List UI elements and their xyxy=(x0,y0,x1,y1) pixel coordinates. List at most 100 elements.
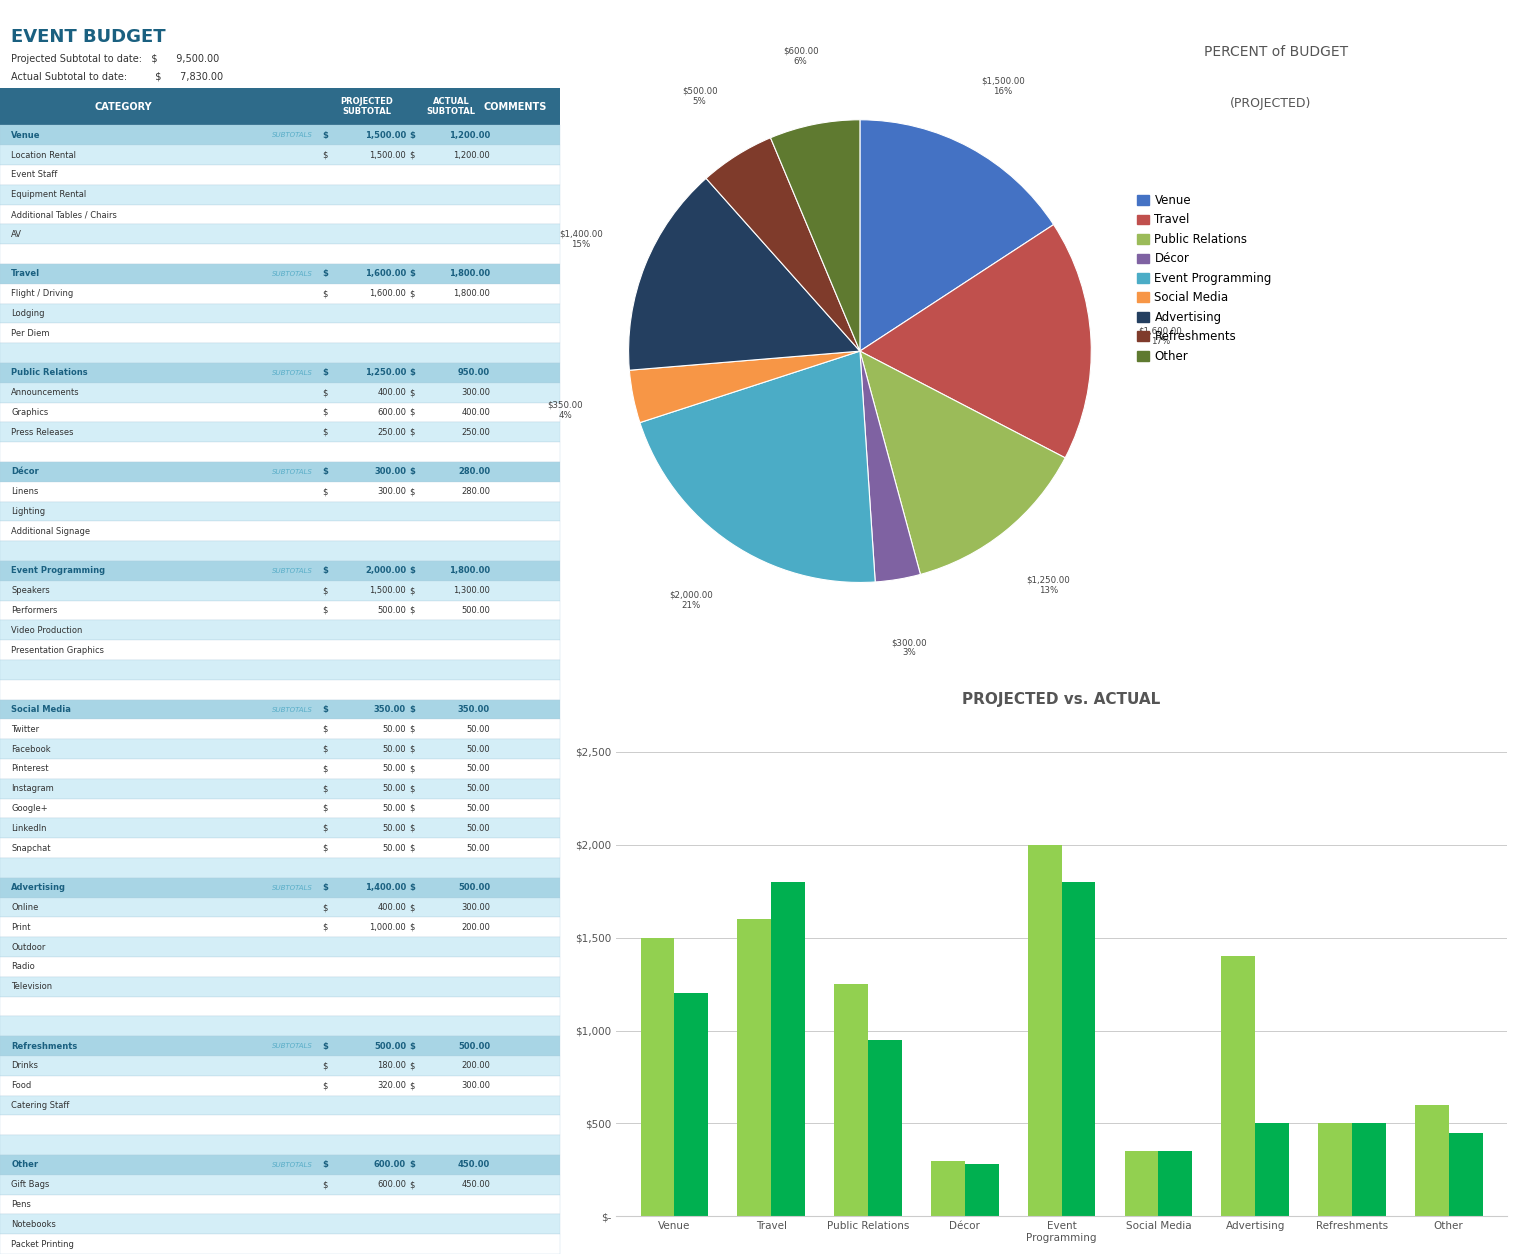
Wedge shape xyxy=(629,178,860,370)
Text: $1,400.00
15%: $1,400.00 15% xyxy=(559,229,603,250)
Text: Décor: Décor xyxy=(11,468,40,477)
Text: Equipment Rental: Equipment Rental xyxy=(11,191,87,199)
Bar xyxy=(1125,1151,1158,1216)
Text: 50.00: 50.00 xyxy=(382,804,406,813)
Bar xyxy=(0,581,560,601)
Text: Event Programming: Event Programming xyxy=(11,567,105,576)
Text: Packet Printing: Packet Printing xyxy=(11,1240,75,1249)
Bar xyxy=(868,1040,903,1216)
Bar xyxy=(0,324,560,344)
Wedge shape xyxy=(860,120,1053,351)
Bar xyxy=(0,542,560,561)
Text: 300.00: 300.00 xyxy=(374,468,406,477)
Text: 450.00: 450.00 xyxy=(458,1160,490,1170)
Text: $: $ xyxy=(409,784,414,794)
Text: 1,600.00: 1,600.00 xyxy=(370,290,406,298)
Text: Flight / Driving: Flight / Driving xyxy=(11,290,73,298)
Text: 50.00: 50.00 xyxy=(382,824,406,833)
Text: $: $ xyxy=(409,923,414,932)
Text: $: $ xyxy=(323,745,327,754)
Text: $: $ xyxy=(409,389,414,398)
Bar xyxy=(0,977,560,997)
Bar xyxy=(0,224,560,245)
Text: Press Releases: Press Releases xyxy=(11,428,73,436)
Text: $: $ xyxy=(409,844,414,853)
Bar xyxy=(0,918,560,937)
Text: $: $ xyxy=(323,130,327,139)
Bar xyxy=(0,621,560,641)
Text: 50.00: 50.00 xyxy=(466,824,490,833)
Text: Snapchat: Snapchat xyxy=(11,844,50,853)
Text: Location Rental: Location Rental xyxy=(11,150,76,159)
Text: 50.00: 50.00 xyxy=(382,725,406,734)
Text: 600.00: 600.00 xyxy=(377,408,406,418)
Text: Refreshments: Refreshments xyxy=(11,1042,78,1051)
Bar xyxy=(1318,1124,1352,1216)
Text: Other: Other xyxy=(11,1160,38,1170)
Text: $: $ xyxy=(409,567,416,576)
Text: $: $ xyxy=(409,1180,414,1189)
Text: 280.00: 280.00 xyxy=(458,468,490,477)
Text: SUBTOTALS: SUBTOTALS xyxy=(271,1043,312,1050)
Text: CATEGORY: CATEGORY xyxy=(94,102,152,112)
Text: 300.00: 300.00 xyxy=(377,488,406,497)
Bar xyxy=(0,601,560,621)
Text: 50.00: 50.00 xyxy=(466,765,490,774)
Text: 250.00: 250.00 xyxy=(377,428,406,436)
Text: Linens: Linens xyxy=(11,488,38,497)
Text: Per Diem: Per Diem xyxy=(11,329,50,337)
Bar xyxy=(0,522,560,542)
Bar xyxy=(0,265,560,283)
Text: $: $ xyxy=(323,389,327,398)
Text: $: $ xyxy=(323,150,327,159)
Text: $: $ xyxy=(409,150,414,159)
Legend: Venue, Travel, Public Relations, Décor, Event Programming, Social Media, Adverti: Venue, Travel, Public Relations, Décor, … xyxy=(1137,194,1272,362)
Text: $: $ xyxy=(409,804,414,813)
Bar xyxy=(0,1214,560,1234)
Text: Pinterest: Pinterest xyxy=(11,765,49,774)
Text: $: $ xyxy=(409,705,416,714)
Bar xyxy=(0,1115,560,1135)
Text: 1,500.00: 1,500.00 xyxy=(365,130,406,139)
Text: 50.00: 50.00 xyxy=(382,844,406,853)
Text: $: $ xyxy=(409,745,414,754)
Bar xyxy=(0,799,560,819)
Text: $: $ xyxy=(323,586,327,596)
Text: 50.00: 50.00 xyxy=(466,745,490,754)
Text: SUBTOTALS: SUBTOTALS xyxy=(271,370,312,376)
Text: 280.00: 280.00 xyxy=(461,488,490,497)
Text: $: $ xyxy=(323,290,327,298)
Text: 320.00: 320.00 xyxy=(377,1081,406,1090)
Bar xyxy=(641,938,674,1216)
Bar xyxy=(0,720,560,739)
Text: $600.00
6%: $600.00 6% xyxy=(782,46,819,66)
Text: $: $ xyxy=(323,903,327,912)
Text: Announcements: Announcements xyxy=(11,389,79,398)
Text: $: $ xyxy=(409,468,416,477)
Text: $: $ xyxy=(409,606,414,614)
Text: 300.00: 300.00 xyxy=(461,1081,490,1090)
Bar xyxy=(1352,1124,1387,1216)
Text: Gift Bags: Gift Bags xyxy=(11,1180,50,1189)
Text: Catering Staff: Catering Staff xyxy=(11,1101,70,1110)
Text: 50.00: 50.00 xyxy=(466,844,490,853)
Text: Travel: Travel xyxy=(11,270,40,278)
Bar xyxy=(0,779,560,799)
Bar xyxy=(1221,957,1256,1216)
Bar xyxy=(0,1175,560,1195)
Bar xyxy=(0,283,560,303)
Text: 600.00: 600.00 xyxy=(377,1180,406,1189)
Bar xyxy=(0,344,560,362)
Text: SUBTOTALS: SUBTOTALS xyxy=(271,271,312,277)
Wedge shape xyxy=(706,138,860,351)
Text: 500.00: 500.00 xyxy=(374,1042,406,1051)
Text: Lighting: Lighting xyxy=(11,507,46,515)
Text: SUBTOTALS: SUBTOTALS xyxy=(271,885,312,890)
Text: 50.00: 50.00 xyxy=(382,765,406,774)
Bar xyxy=(0,1056,560,1076)
Text: $1,250.00
13%: $1,250.00 13% xyxy=(1027,576,1070,596)
Bar xyxy=(0,1135,560,1155)
Text: $: $ xyxy=(409,1061,414,1071)
Text: $350.00
4%: $350.00 4% xyxy=(548,401,583,420)
Text: $: $ xyxy=(323,883,327,892)
